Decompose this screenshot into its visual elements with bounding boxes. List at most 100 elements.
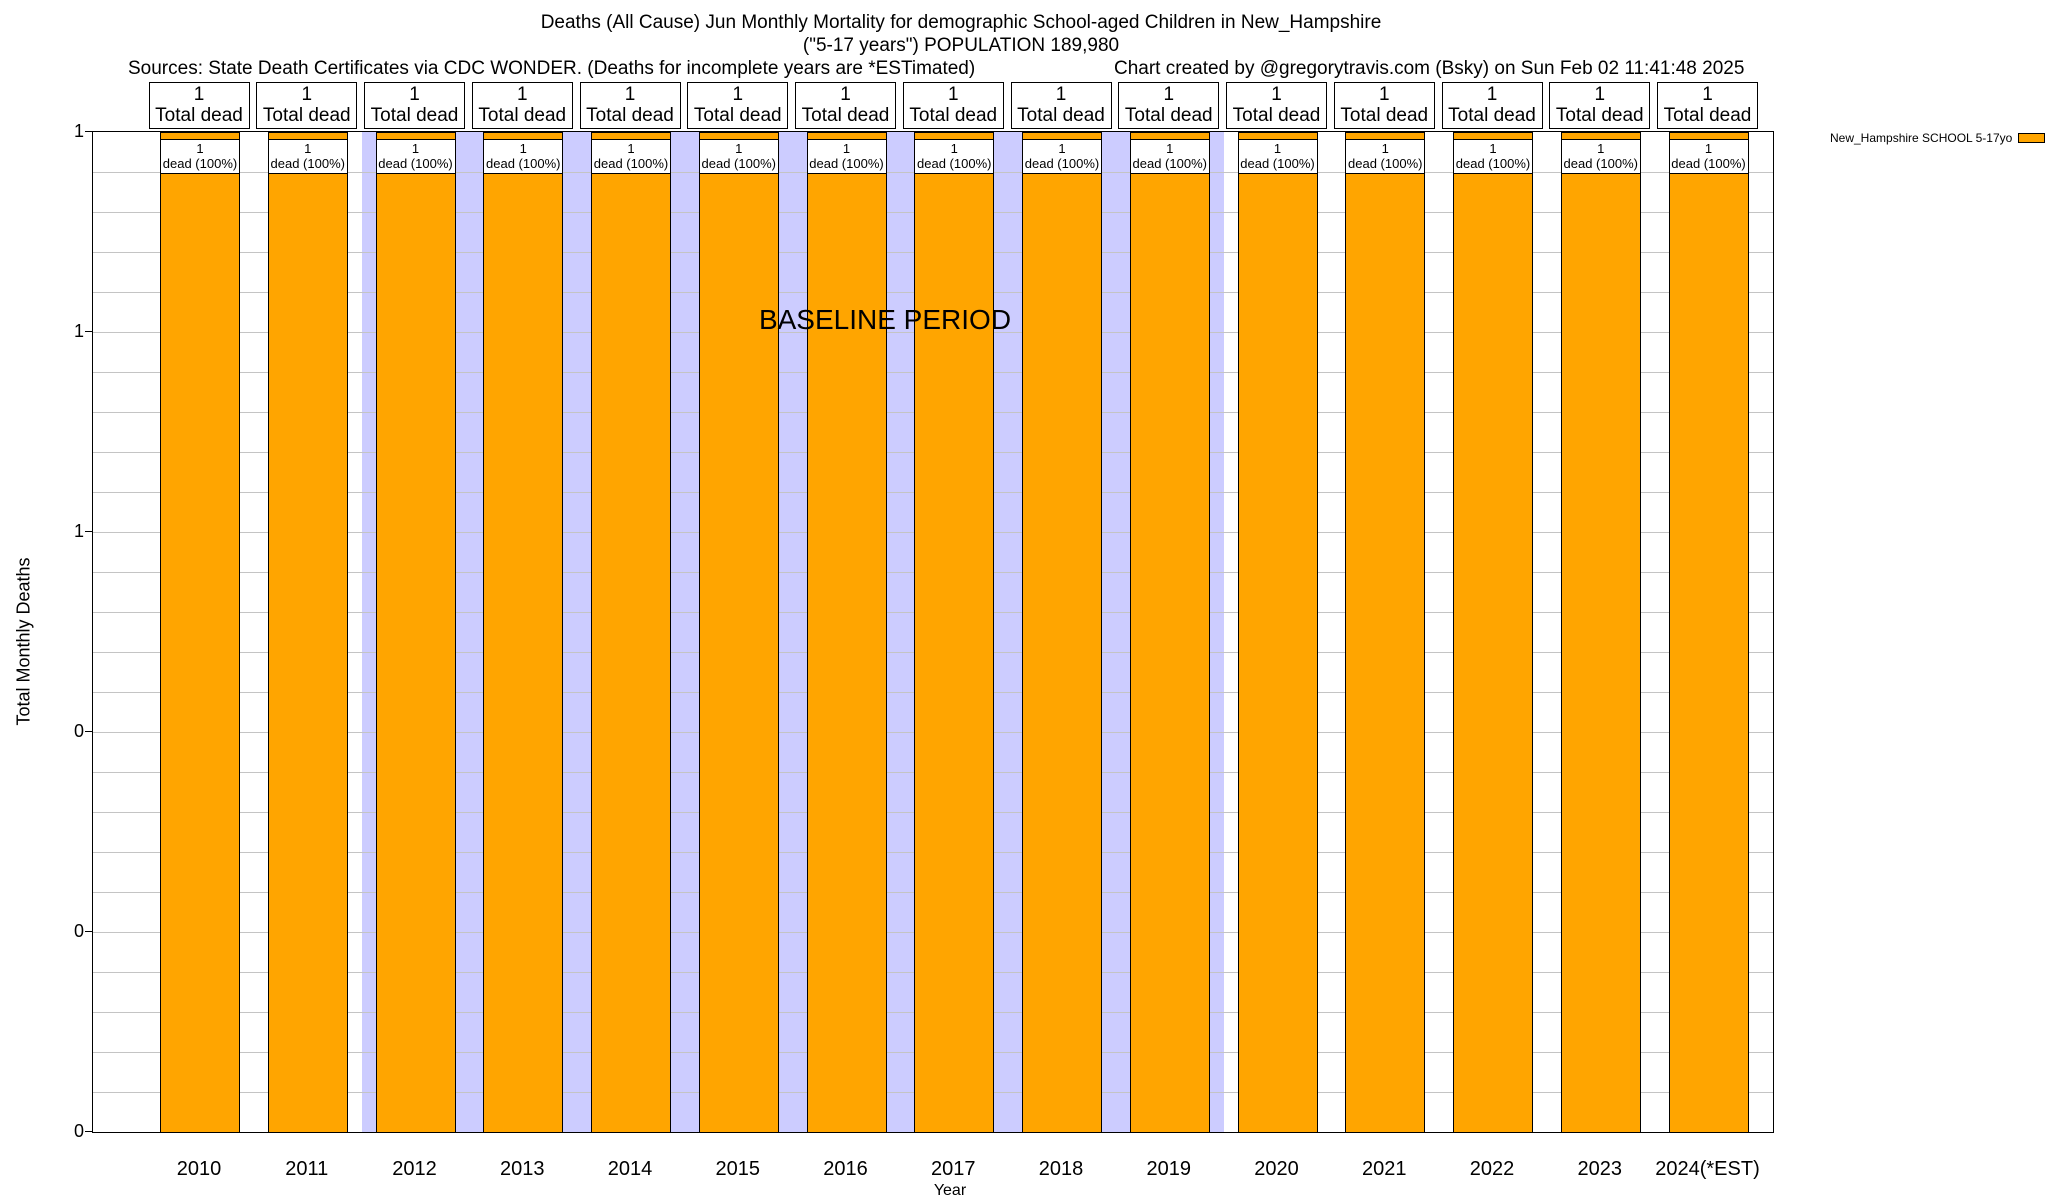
- bar-value-box: 1 dead (100%): [1345, 139, 1426, 174]
- bar-value-text: dead (100%): [701, 156, 776, 171]
- total-dead-box-2016: 1 Total dead: [795, 82, 896, 129]
- bar-value-box: 1 dead (100%): [483, 139, 564, 174]
- total-dead-text: Total dead: [1232, 105, 1321, 126]
- bar-2017: 1 dead (100%): [914, 132, 995, 1132]
- chart-title-line2: ("5-17 years") POPULATION 189,980: [802, 35, 1120, 56]
- bar-value-box: 1 dead (100%): [1022, 139, 1102, 174]
- total-dead-text: Total dead: [478, 105, 567, 126]
- bar-value-count: 1: [950, 141, 958, 156]
- bar-value-count: 1: [1166, 141, 1174, 156]
- total-dead-count: 1: [193, 84, 205, 105]
- x-tick-label-2010: 2010: [176, 1158, 222, 1180]
- bar-value-count: 1: [1704, 141, 1713, 156]
- bar-value-text: dead (100%): [1563, 156, 1638, 171]
- y-tick-mark: [85, 731, 92, 732]
- bar-value-count: 1: [1273, 141, 1282, 156]
- x-axis-title: Year: [933, 1182, 967, 1199]
- total-dead-box-2013: 1 Total dead: [471, 82, 573, 129]
- total-dead-text: Total dead: [909, 105, 998, 126]
- bar-2020: 1 dead (100%): [1237, 132, 1318, 1132]
- total-dead-count: 1: [1594, 84, 1606, 105]
- total-dead-count: 1: [409, 84, 420, 105]
- total-dead-count: 1: [1055, 84, 1067, 105]
- bar-value-box: 1 dead (100%): [914, 139, 995, 174]
- bar-value-count: 1: [411, 141, 420, 156]
- bar-value-text: dead (100%): [1348, 156, 1423, 171]
- bar-value-count: 1: [842, 141, 851, 156]
- bar-value-text: dead (100%): [1671, 156, 1746, 171]
- bar-value-box: 1 dead (100%): [1560, 139, 1641, 174]
- bar-value-count: 1: [196, 141, 204, 156]
- y-tick-label: 1: [73, 121, 84, 141]
- total-dead-count: 1: [732, 84, 744, 105]
- bar-2010: 1 dead (100%): [160, 132, 240, 1132]
- total-dead-count: 1: [840, 84, 851, 105]
- total-dead-box-2024(*EST): 1 Total dead: [1657, 82, 1758, 129]
- x-tick-label-2018: 2018: [1038, 1158, 1084, 1180]
- bar-2022: 1 dead (100%): [1453, 132, 1533, 1132]
- bar-2013: 1 dead (100%): [483, 132, 564, 1132]
- bar-value-text: dead (100%): [270, 156, 345, 171]
- x-tick-label-2015: 2015: [715, 1158, 761, 1180]
- y-tick-label: 1: [73, 521, 84, 541]
- bar-value-text: dead (100%): [593, 156, 669, 171]
- total-dead-text: Total dead: [586, 105, 674, 126]
- x-tick-label-2024(*EST): 2024(*EST): [1655, 1158, 1760, 1180]
- bar-2011: 1 dead (100%): [267, 132, 348, 1132]
- bar-2016: 1 dead (100%): [806, 132, 887, 1132]
- total-dead-text: Total dead: [1555, 105, 1644, 126]
- x-tick-label-2013: 2013: [500, 1158, 545, 1180]
- total-dead-count: 1: [301, 84, 313, 105]
- total-dead-box-2011: 1 Total dead: [256, 82, 358, 129]
- x-tick-label-2020: 2020: [1254, 1158, 1299, 1180]
- total-dead-box-2021: 1 Total dead: [1333, 82, 1435, 129]
- total-dead-text: Total dead: [1340, 105, 1429, 126]
- y-tick-mark: [85, 1131, 92, 1132]
- bar-value-text: dead (100%): [1024, 156, 1100, 171]
- y-tick-label: 0: [73, 721, 84, 741]
- bar-value-box: 1 dead (100%): [698, 139, 779, 174]
- chart-title-line1: Deaths (All Cause) Jun Monthly Mortality…: [540, 12, 1382, 33]
- total-dead-box-2015: 1 Total dead: [687, 82, 789, 129]
- bar-2018: 1 dead (100%): [1022, 132, 1102, 1132]
- bar-value-box: 1 dead (100%): [375, 139, 456, 174]
- total-dead-text: Total dead: [1124, 105, 1213, 126]
- total-dead-box-2019: 1 Total dead: [1118, 82, 1220, 129]
- x-tick-label-2016: 2016: [823, 1158, 868, 1180]
- bar-value-box: 1 dead (100%): [1668, 139, 1749, 174]
- x-tick-label-2022: 2022: [1469, 1158, 1515, 1180]
- bar-value-text: dead (100%): [917, 156, 992, 171]
- total-dead-box-2020: 1 Total dead: [1226, 82, 1327, 129]
- total-dead-text: Total dead: [801, 105, 890, 126]
- x-tick-label-2014: 2014: [607, 1158, 653, 1180]
- x-tick-label-2019: 2019: [1146, 1158, 1192, 1180]
- legend-color-swatch: [2018, 133, 2045, 143]
- total-dead-text: Total dead: [1663, 105, 1752, 126]
- bar-value-text: dead (100%): [1240, 156, 1315, 171]
- bar-value-text: dead (100%): [1455, 156, 1531, 171]
- y-tick-label: 1: [73, 321, 84, 341]
- total-dead-box-2014: 1 Total dead: [579, 82, 681, 129]
- bar-value-box: 1 dead (100%): [1453, 139, 1533, 174]
- x-tick-label-2021: 2021: [1362, 1158, 1407, 1180]
- total-dead-count: 1: [1378, 84, 1390, 105]
- total-dead-text: Total dead: [155, 105, 243, 126]
- total-dead-count: 1: [624, 84, 636, 105]
- bar-value-text: dead (100%): [378, 156, 453, 171]
- bar-value-count: 1: [1597, 141, 1605, 156]
- total-dead-box-2012: 1 Total dead: [364, 82, 465, 129]
- y-axis-title: Total Monthly Deaths: [13, 557, 34, 726]
- x-tick-label-2017: 2017: [931, 1158, 976, 1180]
- baseline-period-label: BASELINE PERIOD: [758, 304, 1012, 335]
- total-dead-count: 1: [1163, 84, 1175, 105]
- legend: New_Hampshire SCHOOL 5-17yo: [1830, 131, 2045, 145]
- total-dead-text: Total dead: [1017, 105, 1105, 126]
- bar-2015: 1 dead (100%): [698, 132, 779, 1132]
- bar-value-count: 1: [627, 141, 635, 156]
- plot-area: 1 dead (100%) 1 dead (100%) 1 dead (100%) 1 dea…: [92, 131, 1774, 1133]
- total-dead-box-2018: 1 Total dead: [1010, 82, 1112, 129]
- bar-value-box: 1 dead (100%): [806, 139, 887, 174]
- y-tick-mark: [85, 531, 92, 532]
- bar-value-box: 1 dead (100%): [160, 139, 240, 174]
